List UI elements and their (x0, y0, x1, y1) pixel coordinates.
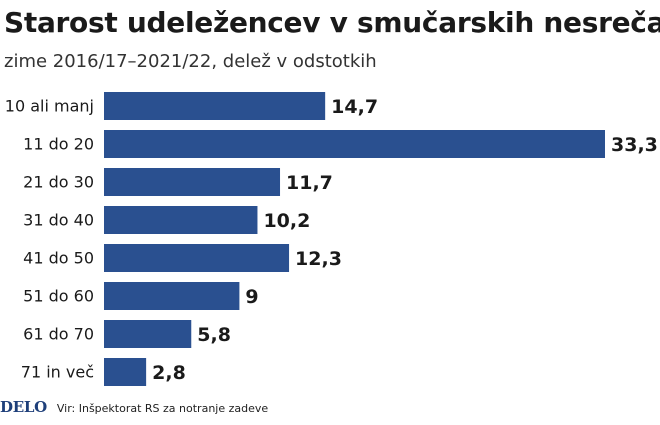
bar (104, 282, 240, 310)
value-label: 2,8 (152, 362, 186, 384)
bar (104, 358, 147, 386)
value-label: 10,2 (263, 210, 310, 232)
value-label: 5,8 (197, 324, 231, 346)
category-label: 31 do 40 (23, 211, 94, 230)
value-label: 14,7 (331, 96, 378, 118)
category-label: 71 in več (21, 363, 94, 382)
value-label: 12,3 (295, 248, 342, 270)
bar (104, 320, 192, 348)
category-label: 11 do 20 (23, 135, 94, 154)
category-label: 41 do 50 (23, 249, 94, 268)
bar (104, 92, 326, 120)
category-label: 61 do 70 (23, 325, 94, 344)
bar (104, 130, 605, 158)
bar-chart: 10 ali manj 14,7 11 do 20 33,3 21 do 30 11,7 3… (5, 92, 658, 386)
bar (104, 206, 258, 234)
value-label: 33,3 (611, 134, 658, 156)
chart-subtitle: zime 2016/17–2021/22, delež v odstotkih (4, 51, 377, 72)
category-label: 51 do 60 (23, 287, 94, 306)
category-label: 21 do 30 (23, 173, 94, 192)
bar (104, 168, 281, 196)
publisher-logo: DELO (0, 398, 47, 416)
category-label: 10 ali manj (5, 97, 94, 116)
value-label: 9 (245, 286, 258, 308)
chart-title: Starost udeležencev v smučarskih nesreča… (4, 6, 660, 39)
source-note: Vir: Inšpektorat RS za notranje zadeve (56, 402, 269, 415)
chart-footer: DELO Vir: Inšpektorat RS za notranje zad… (0, 398, 268, 416)
bar (104, 244, 290, 272)
value-label: 11,7 (286, 172, 333, 194)
